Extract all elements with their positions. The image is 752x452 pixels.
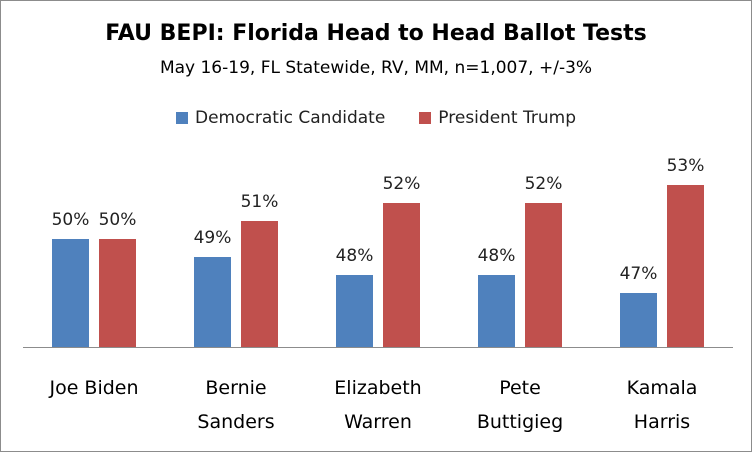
category-label-0: Joe Biden (48, 377, 138, 399)
bar-democratic-1 (194, 257, 231, 347)
legend: Democratic Candidate President Trump (1, 108, 751, 128)
category-label-3-line1: Buttigieg (477, 411, 563, 433)
chart-subtitle: May 16-19, FL Statewide, RV, MM, n=1,007… (159, 58, 593, 78)
category-label-2-line1: Warren (344, 411, 412, 433)
data-label-trump-2: 52% (383, 174, 421, 194)
category-label-3-line0: Pete (499, 377, 541, 399)
bar-democratic-0 (52, 239, 89, 347)
data-label-democratic-0: 50% (52, 210, 90, 230)
data-label-democratic-2: 48% (336, 246, 374, 266)
category-label-2-line0: Elizabeth (334, 377, 421, 399)
bar-trump-3 (525, 203, 562, 347)
bar-trump-2 (383, 203, 420, 347)
data-label-trump-4: 53% (667, 156, 705, 176)
data-label-democratic-1: 49% (194, 228, 232, 248)
legend-swatch-trump (419, 112, 432, 124)
legend-label-trump: President Trump (438, 108, 576, 128)
data-label-democratic-3: 48% (478, 246, 516, 266)
data-label-trump-0: 50% (99, 210, 137, 230)
chart-title: FAU BEPI: Florida Head to Head Ballot Te… (105, 21, 647, 46)
bar-democratic-2 (336, 275, 373, 347)
category-label-4-line1: Harris (634, 411, 690, 433)
data-label-trump-1: 51% (241, 192, 279, 212)
data-label-trump-3: 52% (525, 174, 563, 194)
category-label-1-line0: Bernie (205, 377, 266, 399)
bar-trump-1 (241, 221, 278, 347)
legend-label-democratic: Democratic Candidate (194, 108, 386, 128)
legend-item-trump: President Trump (419, 108, 576, 128)
bar-trump-0 (99, 239, 136, 347)
bar-democratic-3 (478, 275, 515, 347)
bar-trump-4 (667, 185, 704, 347)
legend-item-democratic: Democratic Candidate (175, 108, 386, 128)
category-label-4-line0: Kamala (627, 377, 698, 399)
data-label-democratic-4: 47% (620, 264, 658, 284)
category-label-1-line1: Sanders (197, 411, 274, 433)
legend-swatch-democratic (175, 112, 188, 124)
bar-democratic-4 (620, 293, 657, 347)
